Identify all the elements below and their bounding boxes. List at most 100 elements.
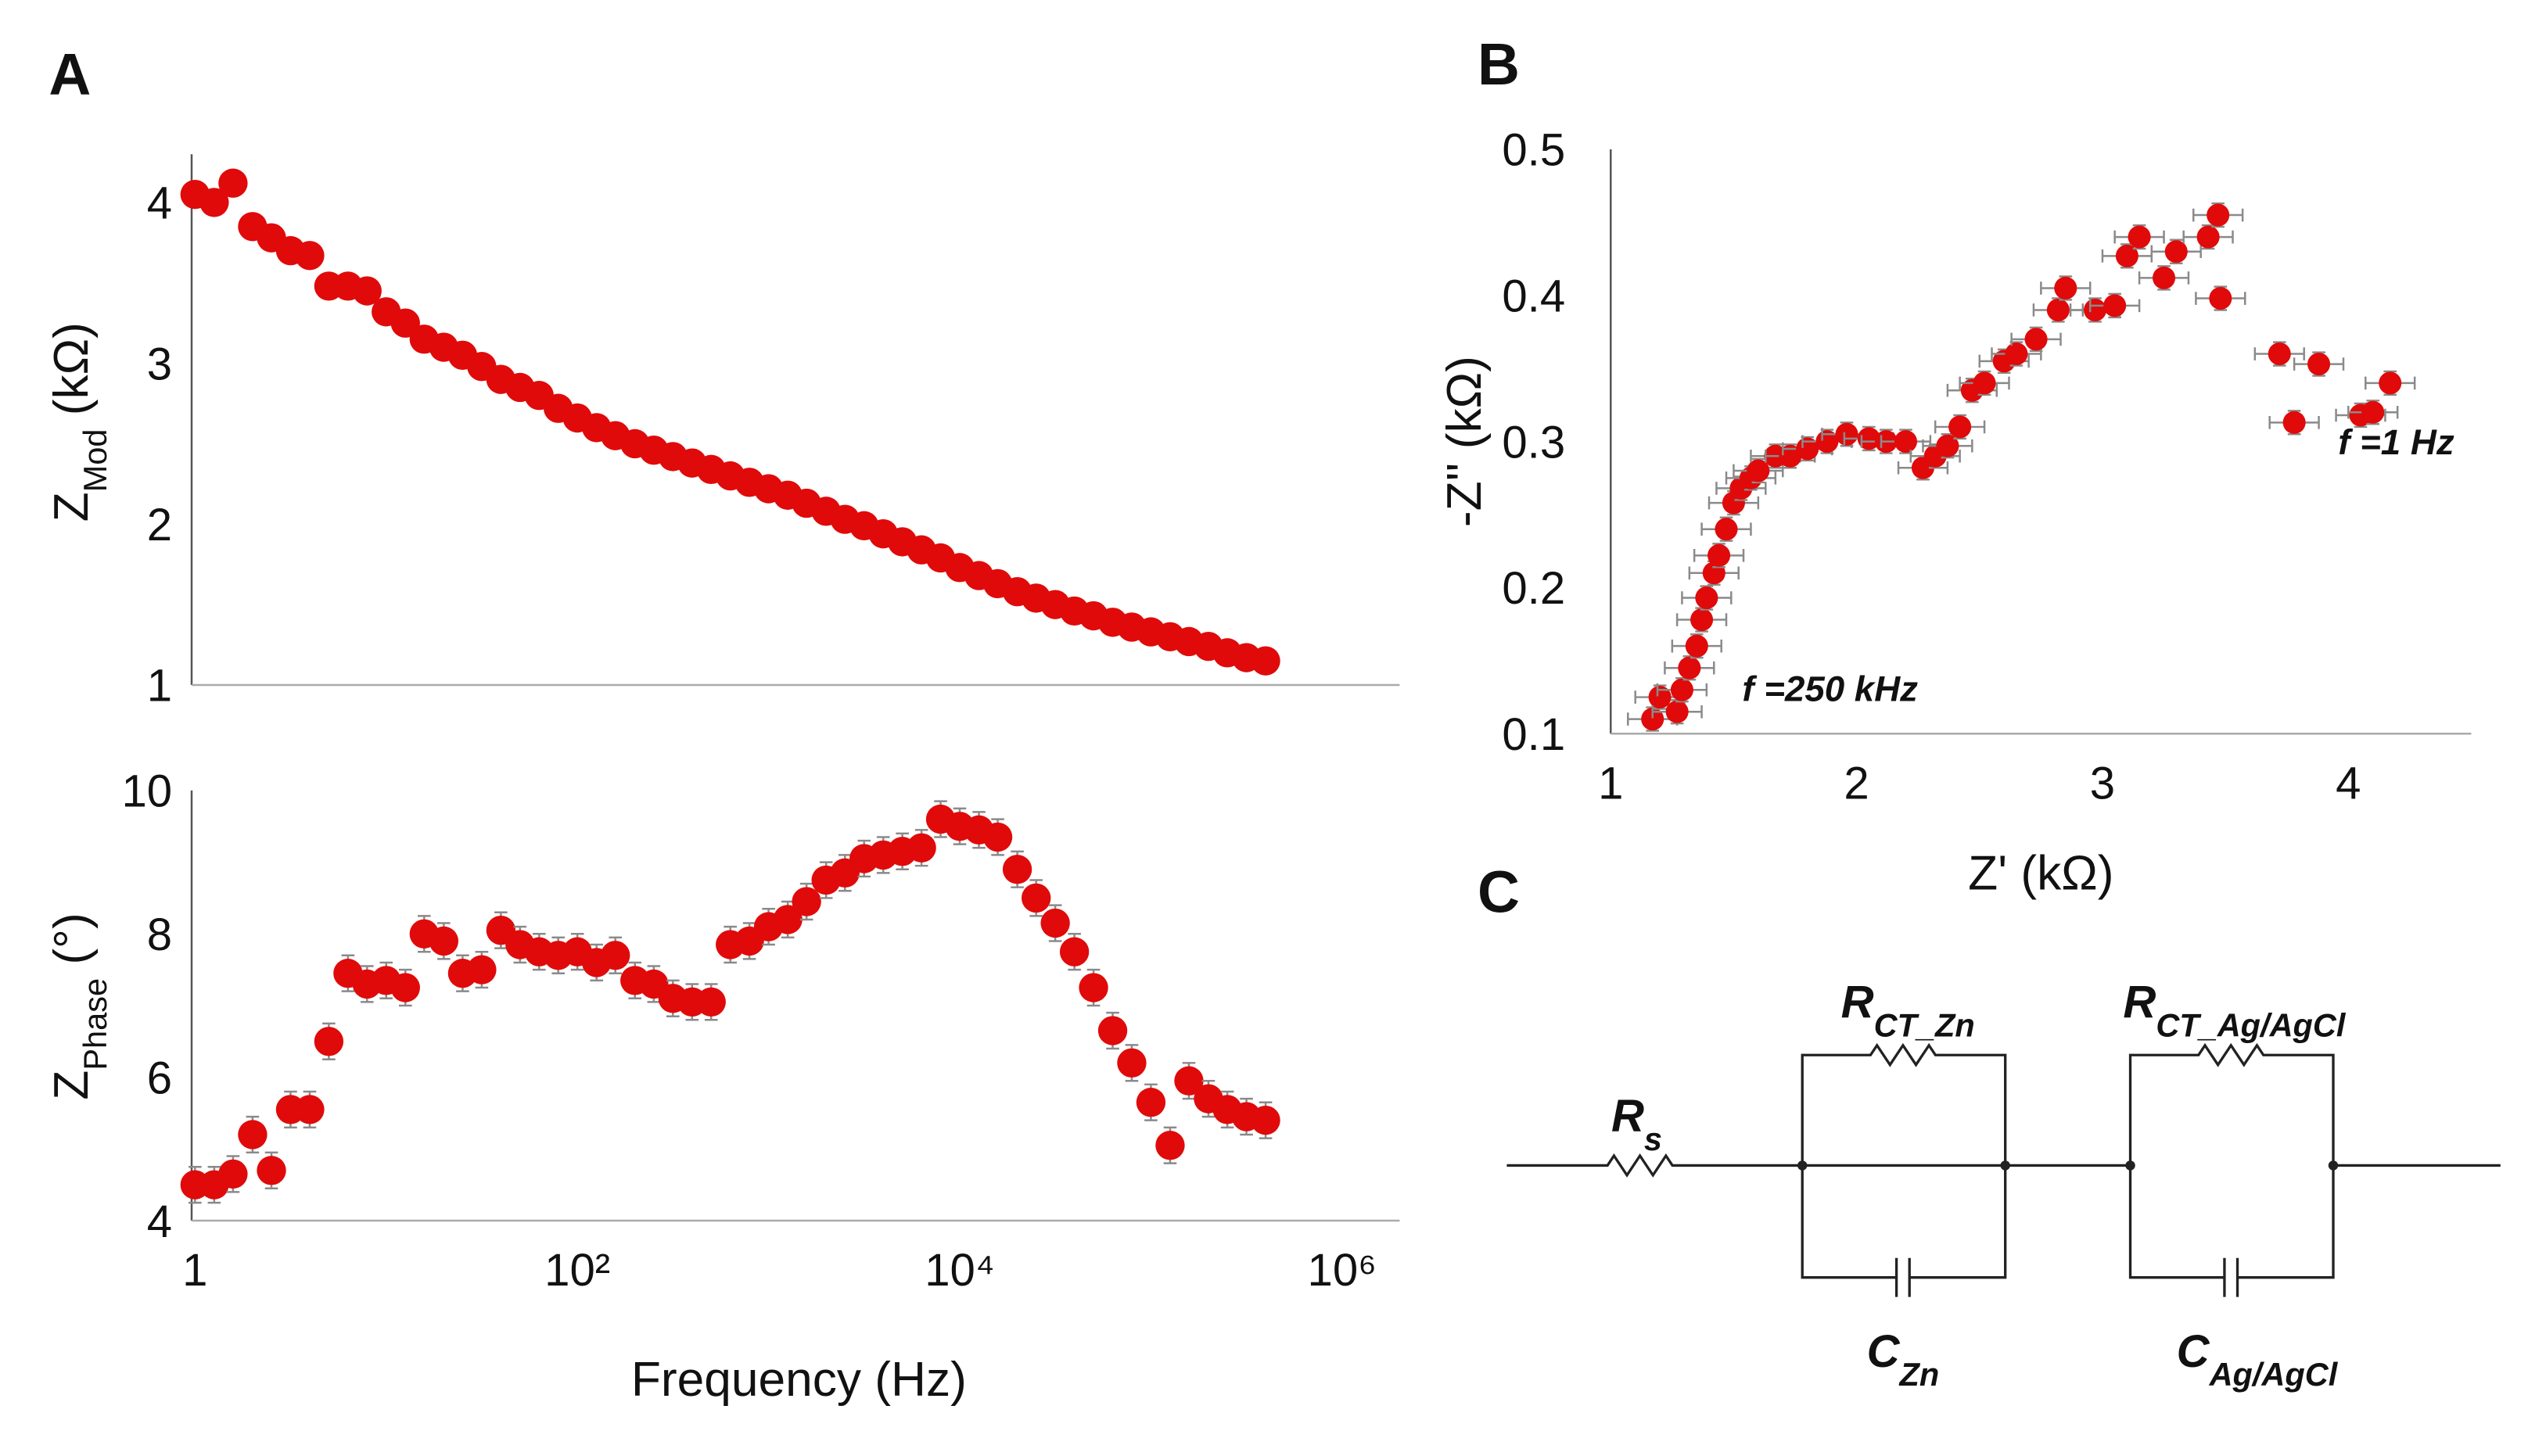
panel-letter: A (48, 41, 91, 106)
data-point (1648, 686, 1672, 709)
data-point (1936, 434, 1959, 457)
data-point (792, 887, 821, 916)
data-point (1685, 634, 1708, 658)
data-point (218, 1159, 248, 1189)
x-tick-label: 10⁶ (1308, 1245, 1377, 1296)
data-point (2054, 276, 2077, 299)
circuit-label: RCT_Ag/AgCl (2123, 977, 2347, 1044)
data-point (352, 276, 382, 306)
data-point (2268, 342, 2291, 366)
label-part: Z (45, 492, 99, 522)
data-point (1747, 459, 1770, 482)
wire (1506, 1153, 2501, 1178)
y-tick-label: 2 (147, 500, 172, 550)
data-point (601, 941, 630, 970)
data-point (2005, 342, 2028, 366)
label-part: s (1644, 1120, 1662, 1157)
node (1797, 1160, 1808, 1171)
x-tick-label: 2 (1844, 758, 1869, 809)
data-point (1708, 543, 1731, 567)
label-part: R (1841, 977, 1874, 1028)
label-part: -Z'' (kΩ) (1438, 356, 1492, 527)
data-point (1690, 608, 1714, 632)
label-part: C (1867, 1326, 1901, 1377)
label-part: Z (45, 1070, 99, 1100)
node (2000, 1160, 2010, 1171)
data-point (2103, 294, 2127, 317)
y-tick-label: 4 (147, 1196, 172, 1247)
data-point (238, 1120, 268, 1149)
data-point (2046, 298, 2070, 322)
data-point (1117, 1048, 1147, 1078)
annotation: f =250 kHz (1742, 669, 1918, 709)
data-point (1251, 646, 1280, 676)
node (2328, 1160, 2339, 1171)
circuit-label: CZn (1867, 1326, 1940, 1393)
y-tick-label: 10 (121, 766, 172, 817)
label-part: R (1611, 1091, 1644, 1142)
data-point (1665, 700, 1689, 723)
label-part: CT_Ag/AgCl (2156, 1006, 2347, 1043)
x-tick-label: 3 (2090, 758, 2115, 809)
label-part: R (2123, 977, 2156, 1028)
wire (2128, 1042, 2335, 1297)
data-point (2209, 287, 2232, 310)
data-point (257, 1156, 286, 1185)
data-point (314, 1027, 344, 1056)
data-point (1835, 422, 1858, 446)
data-point (2083, 298, 2107, 322)
data-point (2128, 225, 2151, 249)
data-point (2152, 266, 2176, 289)
panel-letter: B (1478, 31, 1520, 97)
data-point (2164, 240, 2188, 264)
x-axis-label: Frequency (Hz) (631, 1353, 967, 1407)
wire (1801, 1042, 2007, 1297)
data-point (2379, 371, 2402, 395)
data-point (1779, 444, 1802, 468)
data-point (1002, 855, 1032, 884)
data-point (295, 241, 325, 271)
y-tick-label: 0.2 (1502, 563, 1565, 614)
data-point (1670, 678, 1693, 701)
data-point (1022, 883, 1051, 913)
data-point (982, 822, 1013, 852)
data-point (1641, 708, 1664, 731)
data-point (1059, 937, 1090, 966)
data-point (1857, 427, 1880, 450)
data-point (1136, 1088, 1166, 1117)
x-tick-label: 10² (544, 1245, 610, 1296)
data-point (696, 987, 726, 1017)
data-point (1040, 908, 1070, 938)
circuit-label: CAg/AgCl (2177, 1326, 2339, 1393)
label-part: (°) (45, 913, 99, 978)
y-tick-label: 6 (147, 1053, 172, 1103)
data-point (2307, 353, 2331, 376)
data-point (1174, 1066, 1204, 1096)
node (2125, 1160, 2135, 1171)
label-part: Ag/AgCl (2209, 1355, 2339, 1392)
y-tick-label: 0.1 (1502, 709, 1565, 760)
data-point (2115, 244, 2138, 267)
data-point (2196, 225, 2220, 249)
y-tick-label: 0.4 (1502, 271, 1565, 322)
label-part: CT_Zn (1874, 1006, 1975, 1043)
annotation: f =1 Hz (2338, 422, 2454, 462)
data-point (1715, 518, 1738, 541)
data-point (1894, 430, 1918, 454)
data-point (1678, 656, 1701, 680)
x-tick-label: 1 (182, 1245, 207, 1296)
data-point (2207, 203, 2230, 227)
circuit-label: Rs (1611, 1091, 1662, 1157)
x-axis-label: Z' (kΩ) (1968, 847, 2113, 901)
data-point (295, 1095, 325, 1124)
circuit-label: RCT_Zn (1841, 977, 1975, 1044)
data-point (467, 955, 497, 984)
data-point (1251, 1105, 1280, 1135)
data-point (429, 926, 459, 956)
y-axis-label: -Z'' (kΩ) (1438, 356, 1492, 527)
data-point (2282, 411, 2306, 434)
data-point (1973, 371, 1996, 395)
y-tick-label: 3 (147, 339, 172, 389)
